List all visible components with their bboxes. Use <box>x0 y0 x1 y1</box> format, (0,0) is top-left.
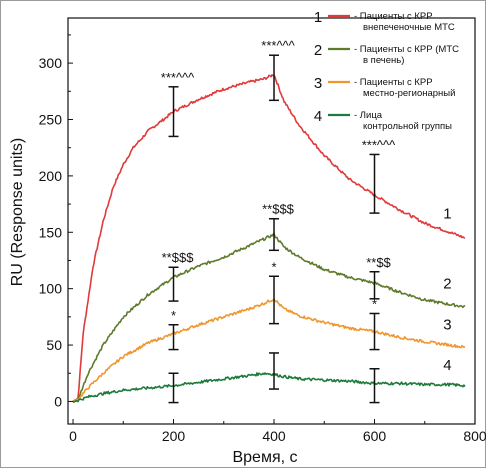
x-tick-label: 800 <box>463 428 486 444</box>
curve-label-3: 3 <box>443 316 451 333</box>
series-line-4 <box>72 372 466 403</box>
legend-number-2: 2 <box>314 42 322 59</box>
legend-label-3: - Пациенты с КРР местно-регионарный <box>354 77 455 99</box>
legend-number-1: 1 <box>314 9 322 26</box>
x-axis-title: Время, с <box>232 449 297 466</box>
significance-label: **$$$ <box>162 250 195 265</box>
series-line-3 <box>72 298 466 403</box>
curve-label-1: 1 <box>443 206 451 223</box>
legend-label-1: - Пациенты с КРР внепеченочные МТС <box>354 11 455 33</box>
significance-label: * <box>171 308 176 323</box>
curve-label-2: 2 <box>443 276 451 293</box>
x-tick-label: 400 <box>262 428 286 444</box>
significance-label: **$$$ <box>262 202 295 217</box>
axes: 0 50 100 150 200 250 300 0 200 400 600 800 <box>39 17 486 444</box>
axis-box <box>67 17 476 425</box>
significance-label: * <box>372 296 377 311</box>
plot-area: ***^^^ ***^^^ ***^^^ 1 **$$$ **$$$ **$$ 2 * * * 3 4 <box>72 38 466 404</box>
legend-number-4: 4 <box>314 108 322 125</box>
y-tick-label: 300 <box>39 55 63 71</box>
series-line-2 <box>72 232 466 403</box>
y-tick-label: 0 <box>54 393 62 409</box>
x-tick-label: 200 <box>162 428 186 444</box>
y-tick-label: 200 <box>39 168 63 184</box>
legend-label-2: - Пациенты с КРР (МТС в печень) <box>354 44 459 66</box>
y-tick-label: 100 <box>39 281 63 297</box>
y-tick-label: 250 <box>39 112 63 128</box>
significance-label: ***^^^ <box>362 137 396 152</box>
series-line-1 <box>72 74 466 403</box>
significance-label: * <box>271 259 276 274</box>
significance-label: **$$ <box>366 255 391 270</box>
y-axis-title: RU (Response units) <box>9 138 26 287</box>
x-tick-label: 600 <box>363 428 387 444</box>
significance-label: ***^^^ <box>161 70 195 85</box>
y-tick-label: 50 <box>46 337 62 353</box>
legend: 1 - Пациенты с КРР внепеченочные МТС 2 - Пац… <box>314 9 459 132</box>
significance-label: ***^^^ <box>261 38 295 53</box>
legend-number-3: 3 <box>314 75 322 92</box>
legend-label-4: - Лица контрольной группы <box>354 110 452 132</box>
y-tick-label: 150 <box>39 224 63 240</box>
x-tick-label: 0 <box>69 428 77 444</box>
curve-label-4: 4 <box>443 357 451 374</box>
